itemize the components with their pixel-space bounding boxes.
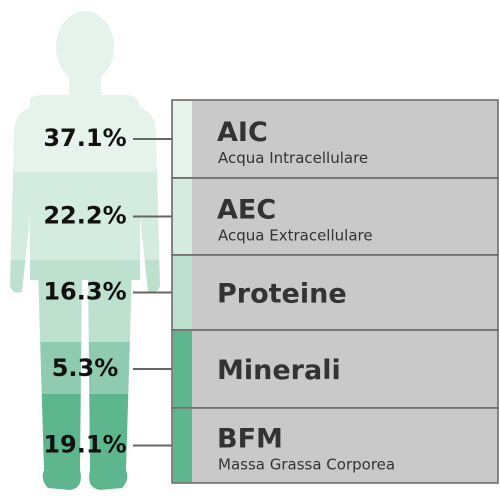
percent-label: 5.3%: [52, 354, 119, 382]
percent-label: 16.3%: [43, 278, 126, 306]
row-strip: [173, 179, 192, 254]
row-box: [171, 407, 499, 484]
row-strip: [173, 331, 192, 407]
percent-label: 19.1%: [43, 431, 126, 459]
row-strip: [173, 101, 192, 177]
silhouette: [10, 11, 160, 490]
row-abbr: BFM: [217, 424, 283, 455]
row-name: Acqua Intracellulare: [218, 149, 368, 167]
row-abbr: Minerali: [217, 355, 341, 386]
row-strip: [173, 409, 192, 482]
row-abbr: Proteine: [217, 279, 347, 310]
row-name: Acqua Extracellulare: [218, 227, 373, 245]
row-box: [171, 329, 499, 409]
row-strip: [173, 256, 192, 329]
row-abbr: AIC: [217, 117, 268, 148]
row-abbr: AEC: [217, 195, 276, 226]
percent-label: 37.1%: [43, 124, 126, 152]
row-name: Massa Grassa Corporea: [218, 456, 395, 474]
percent-label: 22.2%: [43, 202, 126, 230]
